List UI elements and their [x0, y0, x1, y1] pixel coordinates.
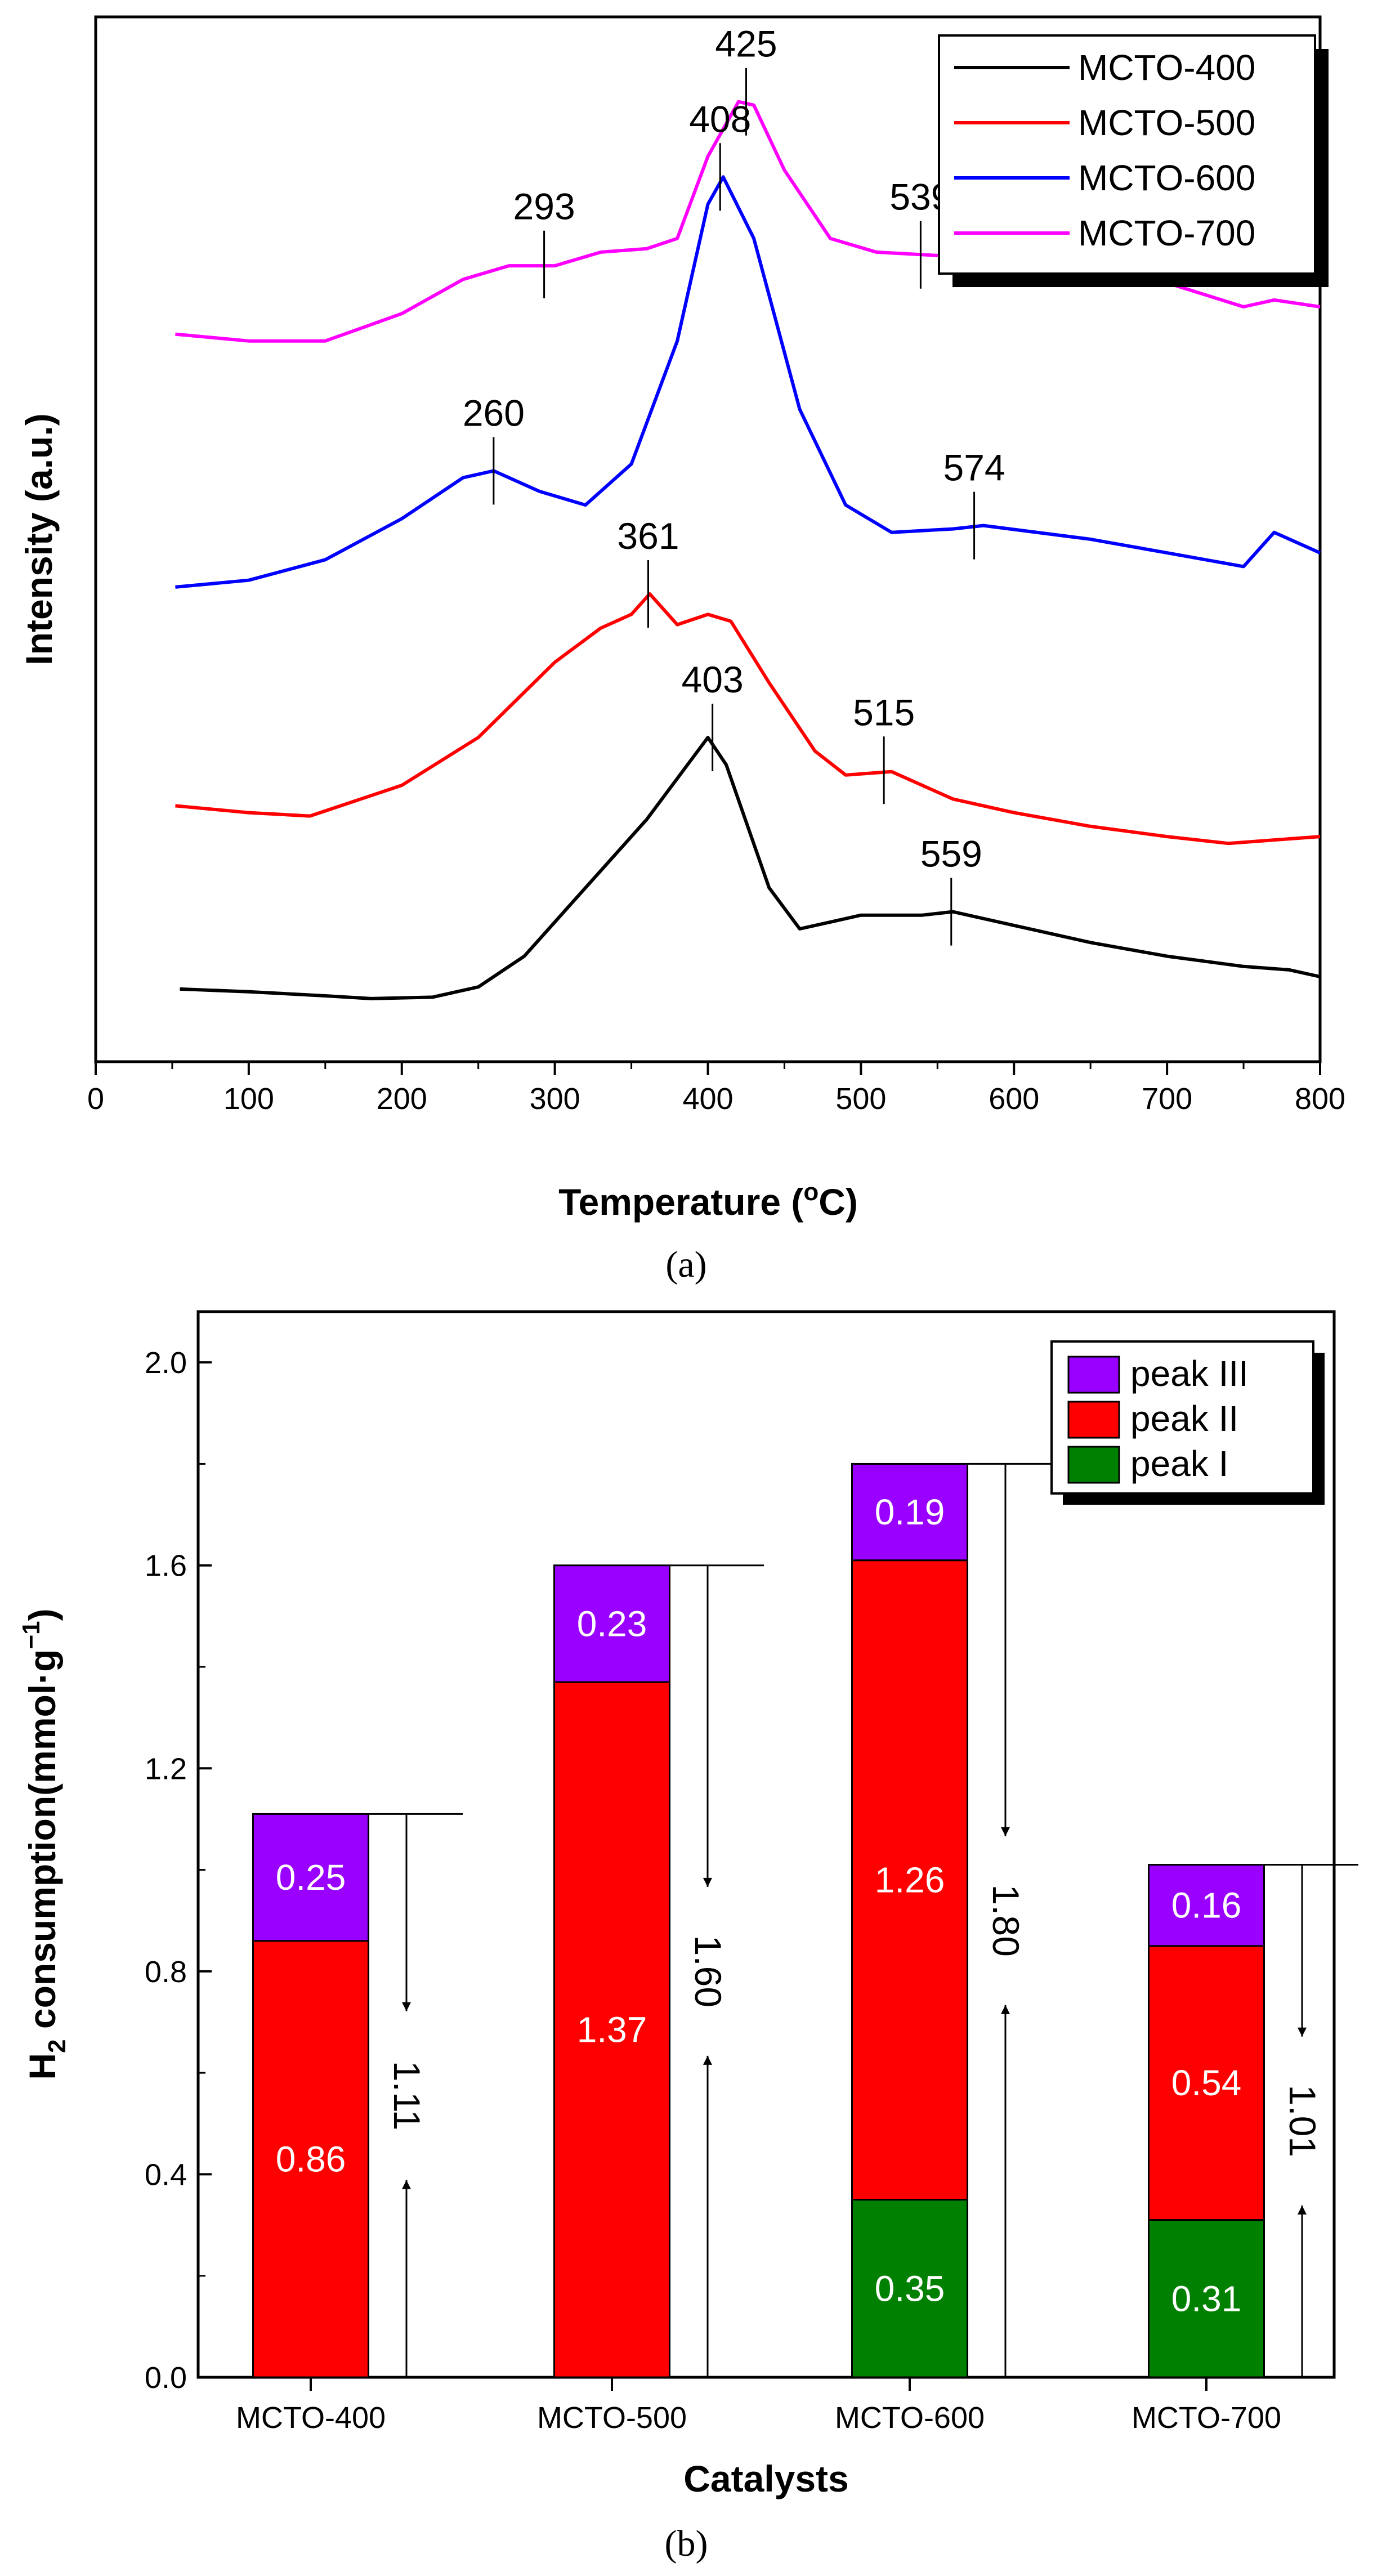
arrow-head — [703, 1877, 712, 1887]
total-value-label: 1.80 — [985, 1884, 1027, 1956]
legend-label: MCTO-400 — [1078, 47, 1255, 88]
peak-label: 559 — [920, 833, 982, 875]
bar-segment — [1148, 1864, 1265, 1947]
legend-label: peak III — [1130, 1353, 1249, 1394]
legend-swatch — [1067, 1356, 1120, 1394]
peak-label: 293 — [513, 186, 575, 227]
panel-a-x-ticks: 0 100 200 300 400 500 600 700 800 — [87, 1062, 1345, 1116]
arrow-head — [1298, 2027, 1307, 2037]
panel-b-bars: 0.86 0.25 1.37 0.23 0.35 1.26 0.19 0.31 0.54 0.16 — [252, 1463, 1265, 2378]
y-tick-label: 0.8 — [145, 1955, 187, 1989]
x-tick-label: MCTO-600 — [835, 2401, 985, 2435]
panel-b-bar-chart: 0.00.40.81.21.62.0 0.860.251.370.230.351… — [17, 1310, 1358, 2564]
x-tick-label: 0 — [87, 1082, 104, 1116]
panel-a-legend: MCTO-400 MCTO-500 MCTO-600 MCTO-700 — [938, 34, 1329, 287]
series-line-mcto-600 — [175, 175, 1321, 589]
peak-label: 574 — [943, 447, 1005, 489]
x-tick-label: MCTO-400 — [236, 2401, 386, 2435]
y-tick-label: 0.4 — [145, 2158, 187, 2192]
legend-items: MCTO-400 MCTO-500 MCTO-600 MCTO-700 — [954, 47, 1255, 253]
bar-segment — [252, 1813, 369, 1942]
bar-segment — [252, 1940, 369, 2378]
panel-b-y-ticks: 0.0 0.4 0.8 1.2 1.6 2.0 — [145, 1346, 212, 2395]
total-value-label: 1.60 — [687, 1935, 729, 2007]
arrow-head — [1298, 2205, 1307, 2215]
total-value-label: 1.11 — [386, 2061, 428, 2131]
bar-value-label: 0.35 — [875, 2268, 945, 2309]
arrow-head — [1001, 2005, 1010, 2014]
legend-label: peak II — [1130, 1398, 1238, 1439]
y-tick-label: 0.0 — [145, 2361, 187, 2395]
peak-label: 403 — [682, 659, 744, 700]
bar-segment — [851, 1559, 968, 2201]
bar-value-label: 0.54 — [1171, 2063, 1242, 2103]
bar-segment — [851, 2199, 968, 2378]
peak-label: 260 — [463, 392, 525, 433]
peak-label: 515 — [853, 691, 915, 733]
arrow-head — [703, 2055, 712, 2065]
arrow-head — [402, 2002, 411, 2011]
series-line-mcto-400 — [180, 736, 1321, 1000]
panel-b-total-arrows: 1.11 1.60 1.80 1.01 — [368, 1463, 1358, 2377]
x-tick-label: 700 — [1142, 1082, 1192, 1116]
y-tick-label: 2.0 — [145, 1346, 187, 1380]
bar-segment — [553, 1564, 670, 1683]
bar-value-label: 0.19 — [875, 1492, 945, 1532]
arrow-head — [1001, 1827, 1010, 1836]
bar-value-label: 0.31 — [1171, 2278, 1242, 2319]
x-tick-label: 800 — [1295, 1082, 1345, 1116]
arrow-head — [402, 2180, 411, 2189]
panel-a-y-axis-label: Intensity (a.u.) — [18, 413, 60, 665]
y-tick-label: 1.6 — [145, 1549, 187, 1583]
legend-swatch — [1067, 1446, 1120, 1484]
y-tick-label: 1.2 — [145, 1752, 187, 1786]
x-tick-label: 500 — [835, 1082, 886, 1116]
legend-label: MCTO-700 — [1078, 213, 1255, 253]
peak-label: 408 — [689, 98, 751, 140]
x-tick-label: 600 — [989, 1082, 1039, 1116]
peak-label: 361 — [617, 515, 679, 557]
bar-value-label: 1.26 — [875, 1860, 945, 1900]
series-line-mcto-500 — [175, 592, 1321, 846]
bar-value-label: 0.16 — [1171, 1885, 1242, 1926]
legend-label: MCTO-600 — [1078, 158, 1255, 198]
bar-segment — [1148, 2219, 1265, 2378]
bar-value-label: 0.23 — [577, 1603, 647, 1644]
peak-label: 425 — [715, 23, 777, 65]
bar-segment — [851, 1463, 968, 1562]
x-tick-label: 300 — [530, 1082, 580, 1116]
bar-value-label: 1.37 — [577, 2010, 647, 2050]
panel-b-x-axis-label: Catalysts — [683, 2458, 849, 2499]
panel-b-plot-frame — [196, 1310, 1336, 2379]
x-tick-label: 100 — [223, 1082, 274, 1116]
panel-a-x-axis-label: Temperature (oC) — [558, 1178, 858, 1223]
bar-value-label: 0.86 — [276, 2139, 346, 2179]
legend-swatch — [1067, 1401, 1120, 1439]
panel-a-caption: (a) — [665, 1244, 706, 1285]
panel-b-x-ticks: MCTO-400 MCTO-500 MCTO-600 MCTO-700 — [236, 2377, 1281, 2435]
total-value-label: 1.01 — [1282, 2085, 1323, 2157]
x-tick-label: MCTO-700 — [1132, 2401, 1281, 2435]
panel-b-caption: (b) — [665, 2523, 708, 2564]
panel-b-y-axis-label: H2 consumption(mmol·g−1) — [17, 1608, 71, 2079]
legend-label: peak I — [1130, 1443, 1228, 1484]
bar-value-label: 0.25 — [276, 1857, 346, 1898]
x-tick-label: 400 — [682, 1082, 733, 1116]
x-tick-label: 200 — [377, 1082, 427, 1116]
x-tick-label: MCTO-500 — [537, 2401, 687, 2435]
legend-label: MCTO-500 — [1078, 102, 1255, 143]
